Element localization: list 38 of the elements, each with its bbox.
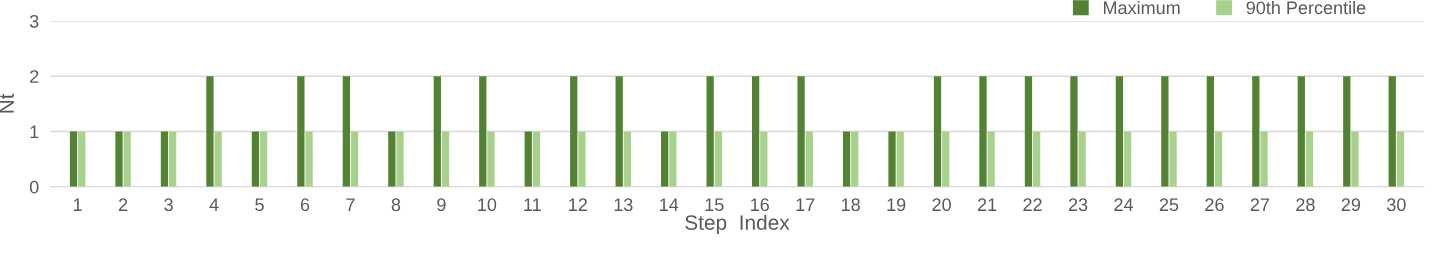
y-tick-label: 3: [29, 14, 39, 28]
y-tick-label: 0: [29, 180, 39, 194]
y-tick-label: 1: [30, 125, 39, 139]
x-tick-label: 13: [614, 198, 633, 212]
x-tick-label: 2: [118, 198, 128, 211]
x-tick-label: 9: [437, 198, 446, 212]
x-tick-label: 28: [1296, 198, 1315, 212]
x-axis-title: Step Index: [685, 214, 790, 235]
x-tick-label: 14: [660, 198, 679, 211]
x-tick-label: 16: [751, 198, 769, 212]
x-tick-label: 19: [887, 198, 906, 212]
x-tick-label: 5: [255, 198, 264, 212]
x-tick-label: 10: [478, 198, 497, 212]
x-tick-label: 12: [569, 198, 587, 211]
x-tick-label: 17: [796, 198, 815, 211]
legend-label: Maximum: [1103, 0, 1180, 15]
x-tick-label: 7: [346, 198, 355, 211]
x-tick-label: 30: [1386, 198, 1406, 212]
y-axis-title: Nt: [0, 93, 14, 113]
x-tick-label: 8: [391, 198, 401, 212]
x-tick-label: 1: [73, 198, 82, 211]
x-tick-label: 22: [1023, 198, 1042, 211]
x-tick-label: 24: [1114, 198, 1134, 211]
x-tick-label: 27: [1250, 198, 1270, 211]
x-tick-label: 18: [841, 198, 860, 212]
x-tick-label: 21: [977, 198, 997, 211]
x-tick-label: 11: [524, 198, 541, 211]
x-tick-label: 4: [209, 198, 219, 211]
x-tick-label: 23: [1068, 198, 1088, 212]
y-tick-label: 2: [30, 70, 39, 83]
legend-label: 90th Percentile: [1246, 0, 1366, 15]
x-tick-label: 6: [300, 198, 310, 212]
x-tick-label: 3: [164, 198, 173, 212]
x-tick-label: 26: [1205, 198, 1224, 212]
x-tick-label: 20: [932, 198, 951, 212]
x-tick-label: 25: [1159, 198, 1179, 212]
x-tick-label: 29: [1341, 198, 1361, 212]
x-tick-label: 15: [705, 198, 724, 212]
